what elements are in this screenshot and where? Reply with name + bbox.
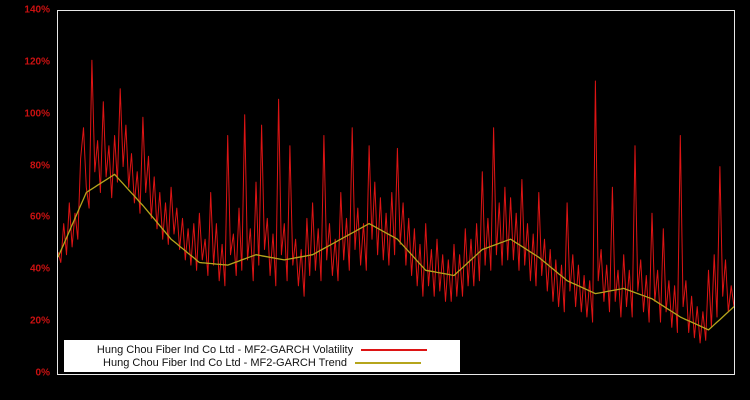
- legend-label-volatility: Hung Chou Fiber Ind Co Ltd - MF2-GARCH V…: [96, 343, 354, 356]
- series-line: [58, 59, 734, 344]
- legend-entry-trend: Hung Chou Fiber Ind Co Ltd - MF2-GARCH T…: [69, 356, 455, 369]
- plot-area: Hung Chou Fiber Ind Co Ltd - MF2-GARCH V…: [57, 10, 735, 375]
- y-tick-label: 40%: [29, 263, 50, 275]
- legend-line-sample-volatility: [361, 348, 428, 351]
- y-tick-label: 120%: [24, 56, 50, 68]
- y-tick-label: 20%: [29, 315, 50, 327]
- legend: Hung Chou Fiber Ind Co Ltd - MF2-GARCH V…: [64, 340, 460, 372]
- series-line: [58, 173, 734, 331]
- y-tick-label: 0%: [35, 367, 50, 379]
- legend-label-trend: Hung Chou Fiber Ind Co Ltd - MF2-GARCH T…: [103, 356, 347, 369]
- legend-line-sample-trend: [354, 361, 421, 364]
- y-axis: 0% 20% 40% 60% 80% 100% 120% 140%: [0, 5, 53, 379]
- y-tick-label: 100%: [24, 108, 50, 120]
- legend-entry-volatility: Hung Chou Fiber Ind Co Ltd - MF2-GARCH V…: [69, 343, 455, 356]
- plot-svg: [58, 59, 734, 344]
- y-tick-label: 60%: [29, 211, 50, 223]
- y-tick-label: 140%: [24, 4, 50, 16]
- y-tick-label: 80%: [29, 160, 50, 172]
